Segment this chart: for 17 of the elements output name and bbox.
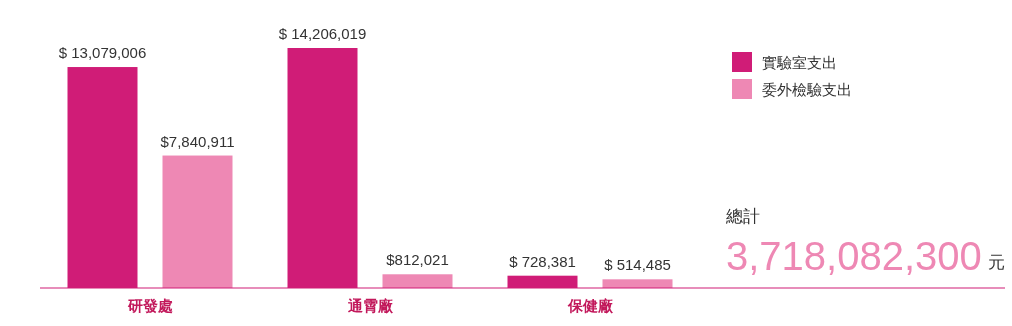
- data-label: $812,021: [386, 251, 449, 269]
- data-label: $ 514,485: [604, 256, 671, 274]
- data-label: $ 13,079,006: [58, 44, 147, 62]
- data-label: $7,840,911: [160, 132, 235, 150]
- bar: [602, 279, 673, 288]
- x-tick-label: 研發處: [126, 297, 173, 314]
- legend-label: 實驗室支出: [762, 54, 837, 71]
- x-tick-label: 保健廠: [566, 297, 614, 314]
- text: 3,718,082,300: [726, 234, 982, 278]
- data-label: $ 14,206,019: [278, 25, 367, 42]
- text: 元: [987, 253, 1005, 272]
- data-label: $ 728,381: [509, 252, 576, 270]
- x-tick-label: 通霄廠: [346, 297, 394, 314]
- bar: [382, 274, 453, 288]
- text: 總計: [725, 207, 760, 226]
- legend-label: 委外檢驗支出: [762, 81, 852, 98]
- bar: [162, 155, 233, 288]
